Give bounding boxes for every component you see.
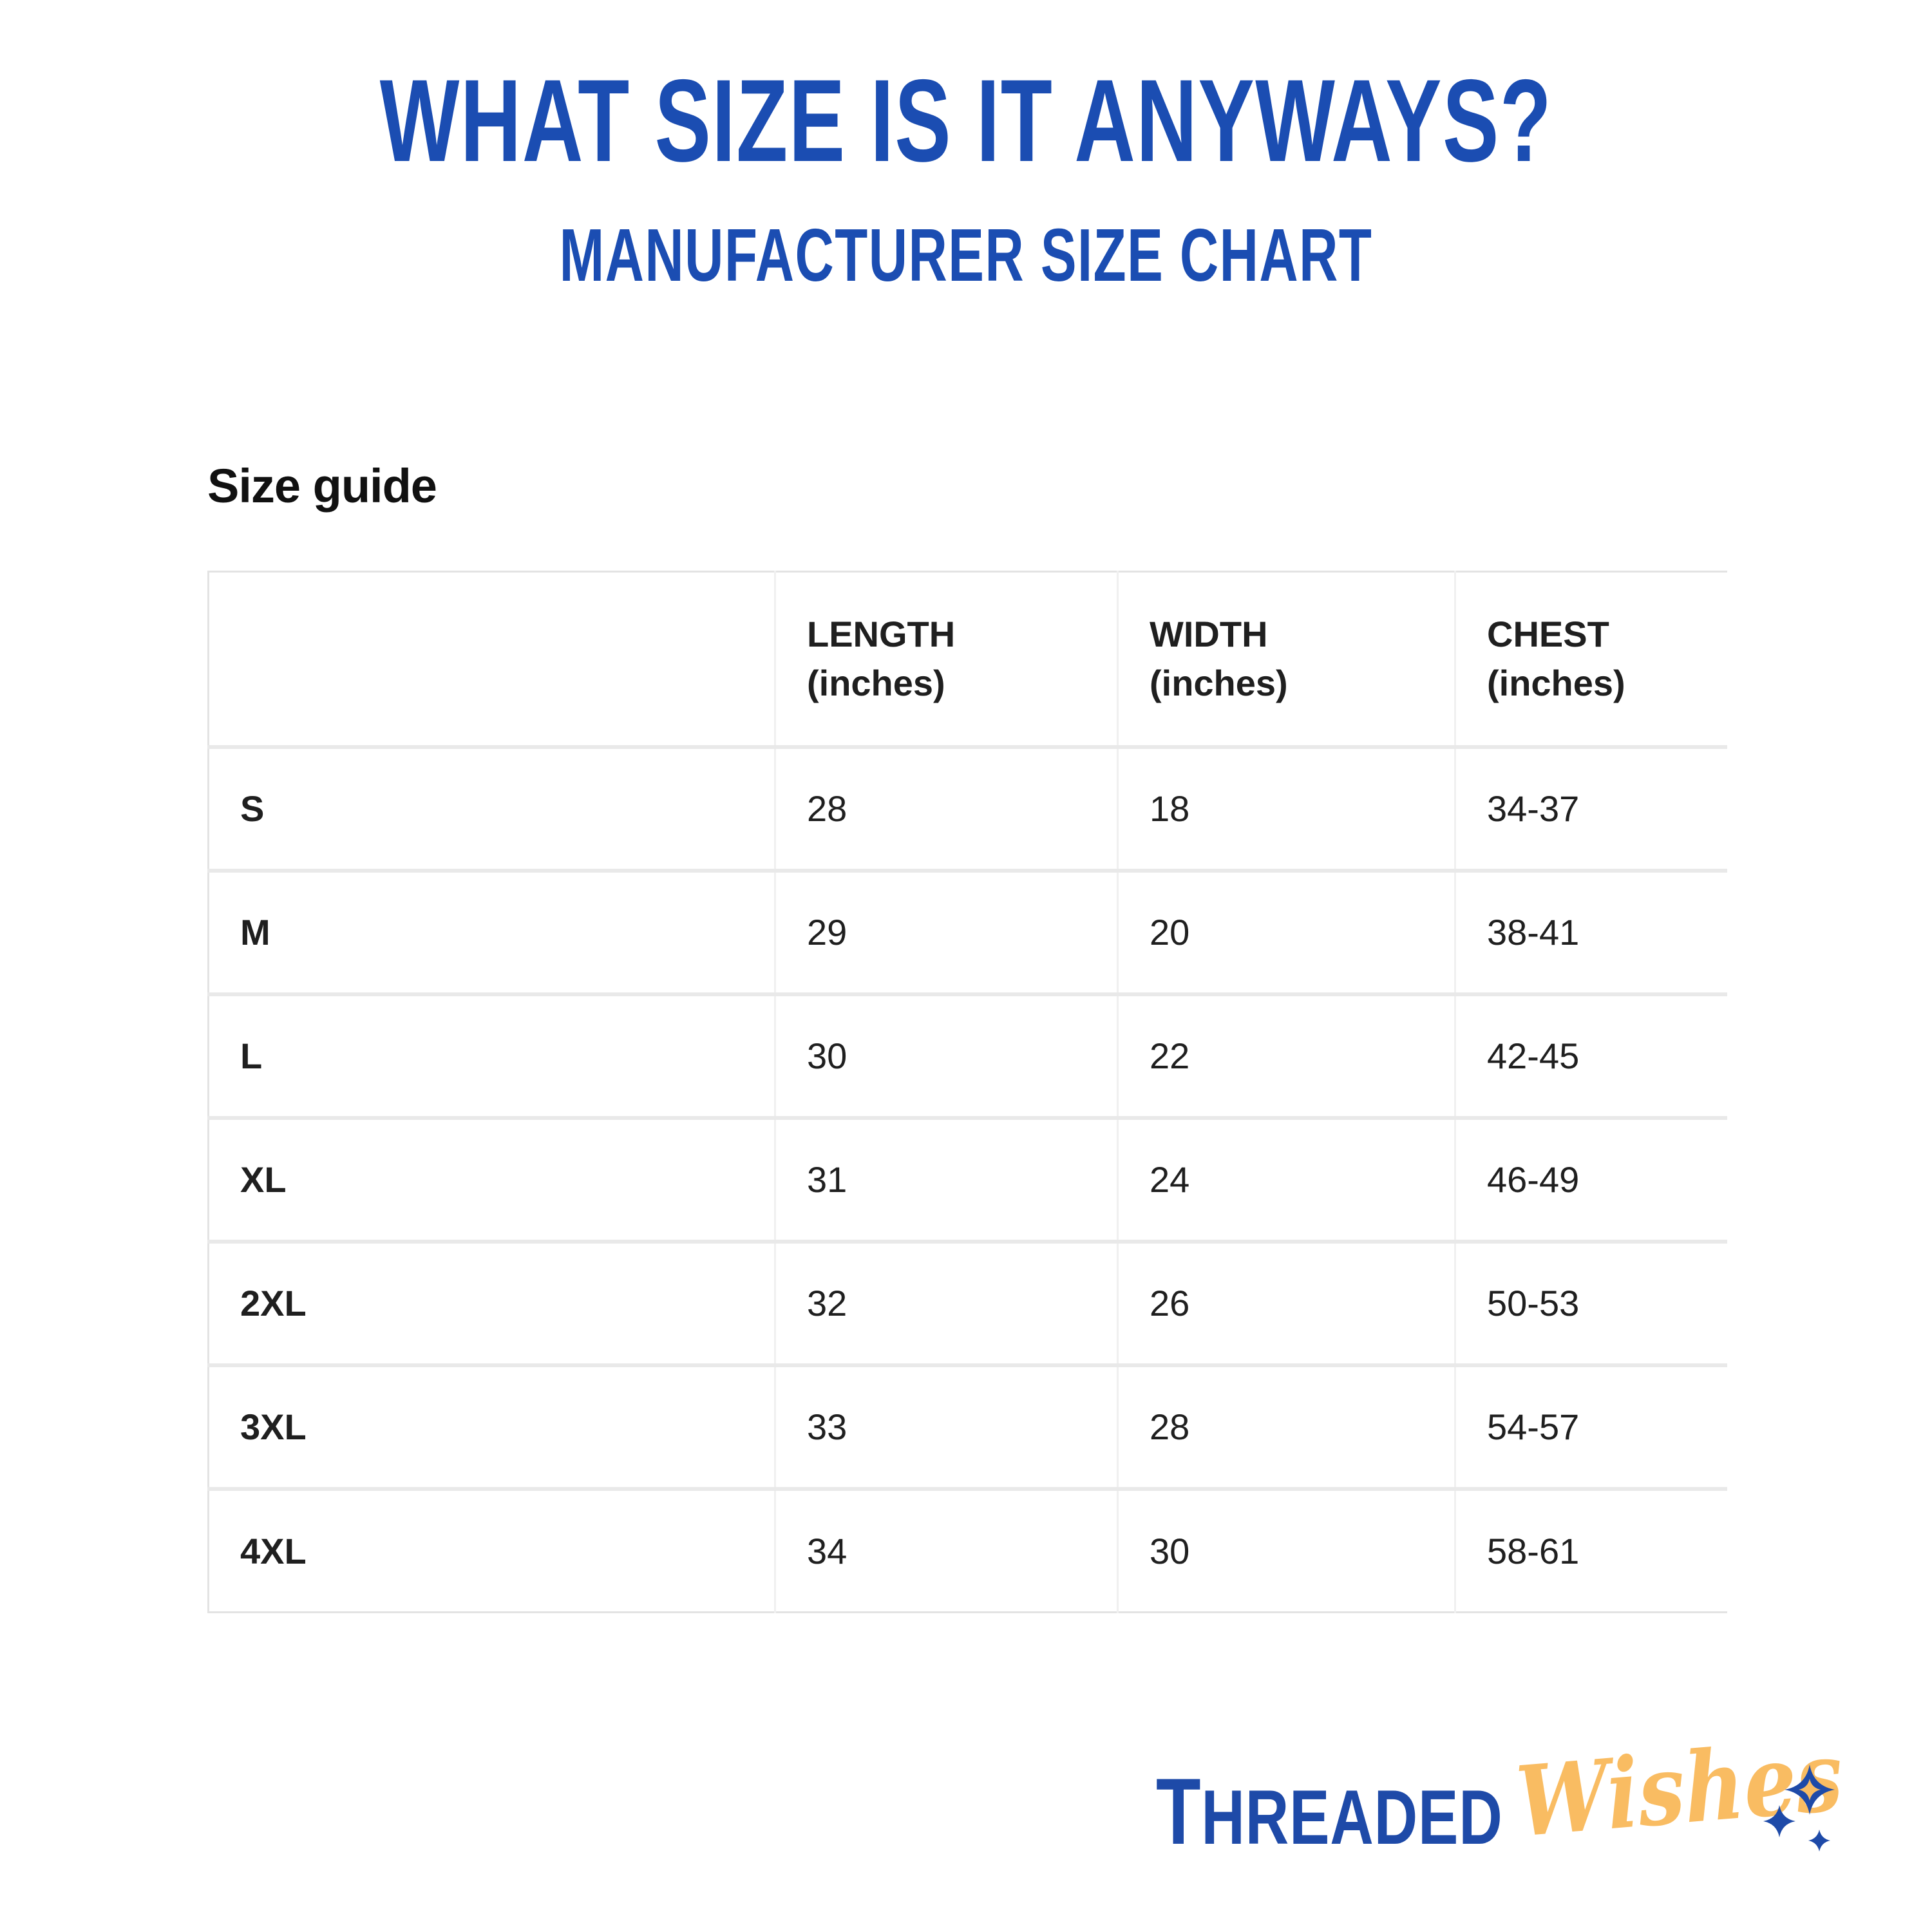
column-label: WIDTH — [1150, 614, 1268, 655]
sparkle-medium — [1763, 1805, 1795, 1837]
chest-value: 46-49 — [1454, 1115, 1727, 1242]
width-value: 22 — [1117, 992, 1455, 1118]
page-subtitle: MANUFACTURER SIZE CHART — [559, 213, 1373, 297]
brand-name-threaded: THREADED — [1156, 1765, 1503, 1859]
table-row: L 30 22 42-45 — [208, 992, 1727, 1118]
column-unit: (inches) — [1150, 662, 1288, 703]
sparkle-large-core — [1799, 1779, 1821, 1801]
width-value: 26 — [1117, 1239, 1455, 1365]
length-value: 33 — [774, 1363, 1118, 1489]
size-guide-table: LENGTH (inches) WIDTH (inches) CHEST (in… — [207, 571, 1727, 1613]
table-row: M 29 20 38-41 — [208, 868, 1727, 994]
width-value: 24 — [1117, 1115, 1455, 1242]
table-row: XL 31 24 46-49 — [208, 1115, 1727, 1242]
table-row: S 28 18 34-37 — [208, 744, 1727, 871]
column-unit: (inches) — [807, 662, 945, 703]
width-value: 20 — [1117, 868, 1455, 994]
chest-value: 34-37 — [1454, 744, 1727, 871]
length-value: 29 — [774, 868, 1118, 994]
table-row: 2XL 32 26 50-53 — [208, 1239, 1727, 1365]
length-value: 28 — [774, 744, 1118, 871]
column-unit: (inches) — [1487, 662, 1625, 703]
brand-initial: T — [1156, 1759, 1202, 1864]
size-guide-heading: Size guide — [207, 459, 437, 513]
sparkle-small — [1808, 1830, 1830, 1852]
size-label: M — [208, 868, 775, 994]
header-cell-size — [208, 571, 775, 749]
table-header-row: LENGTH (inches) WIDTH (inches) CHEST (in… — [208, 571, 1727, 749]
chest-value: 38-41 — [1454, 868, 1727, 994]
table-row: 4XL 34 30 58-61 — [208, 1486, 1727, 1613]
length-value: 31 — [774, 1115, 1118, 1242]
width-value: 18 — [1117, 744, 1455, 871]
size-label: 2XL — [208, 1239, 775, 1365]
size-label: 3XL — [208, 1363, 775, 1489]
size-label: 4XL — [208, 1486, 775, 1613]
header-cell-width: WIDTH (inches) — [1117, 571, 1455, 749]
length-value: 34 — [774, 1486, 1118, 1613]
length-value: 32 — [774, 1239, 1118, 1365]
chest-value: 58-61 — [1454, 1486, 1727, 1613]
width-value: 30 — [1117, 1486, 1455, 1613]
size-label: L — [208, 992, 775, 1118]
header-cell-length: LENGTH (inches) — [774, 571, 1118, 749]
size-label: XL — [208, 1115, 775, 1242]
size-label: S — [208, 744, 775, 871]
brand-rest: HREADED — [1201, 1774, 1503, 1861]
width-value: 28 — [1117, 1363, 1455, 1489]
header-cell-chest: CHEST (inches) — [1454, 571, 1727, 749]
column-label: CHEST — [1487, 614, 1609, 655]
sparkles-icon — [1763, 1765, 1835, 1852]
length-value: 30 — [774, 992, 1118, 1118]
chest-value: 42-45 — [1454, 992, 1727, 1118]
table-row: 3XL 33 28 54-57 — [208, 1363, 1727, 1489]
brand-logo: THREADED Wishes — [1156, 1719, 1903, 1876]
chest-value: 54-57 — [1454, 1363, 1727, 1489]
column-label: LENGTH — [807, 614, 956, 655]
chest-value: 50-53 — [1454, 1239, 1727, 1365]
page-title: WHAT SIZE IS IT ANYWAYS? — [379, 55, 1553, 186]
